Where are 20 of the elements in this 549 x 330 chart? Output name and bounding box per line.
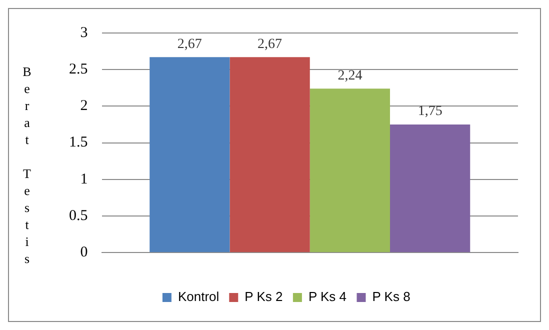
y-tick-label: 2.5 [69,62,88,78]
data-label: 2,24 [338,68,362,84]
text: Berat Testis [22,64,32,266]
y-tick-label: 3 [80,24,88,41]
y-tick-label: 1.5 [69,134,88,151]
y-tick-label: 0.5 [69,208,88,224]
legend-label: P Ks 2 [244,289,283,304]
legend-label: P Ks 4 [308,289,347,304]
bar [230,57,310,252]
legend-label: P Ks 8 [372,289,410,304]
bar [150,57,230,252]
y-tick-label: 2 [80,98,88,114]
data-label: 1,75 [418,104,442,120]
legend-label: Kontrol [178,289,220,304]
bar [310,88,390,252]
bar [390,124,470,252]
y-tick-label: 1 [80,171,88,188]
data-label: 2,67 [258,36,282,52]
data-label: 2,67 [177,36,202,52]
y-tick-label: 0 [80,244,88,261]
